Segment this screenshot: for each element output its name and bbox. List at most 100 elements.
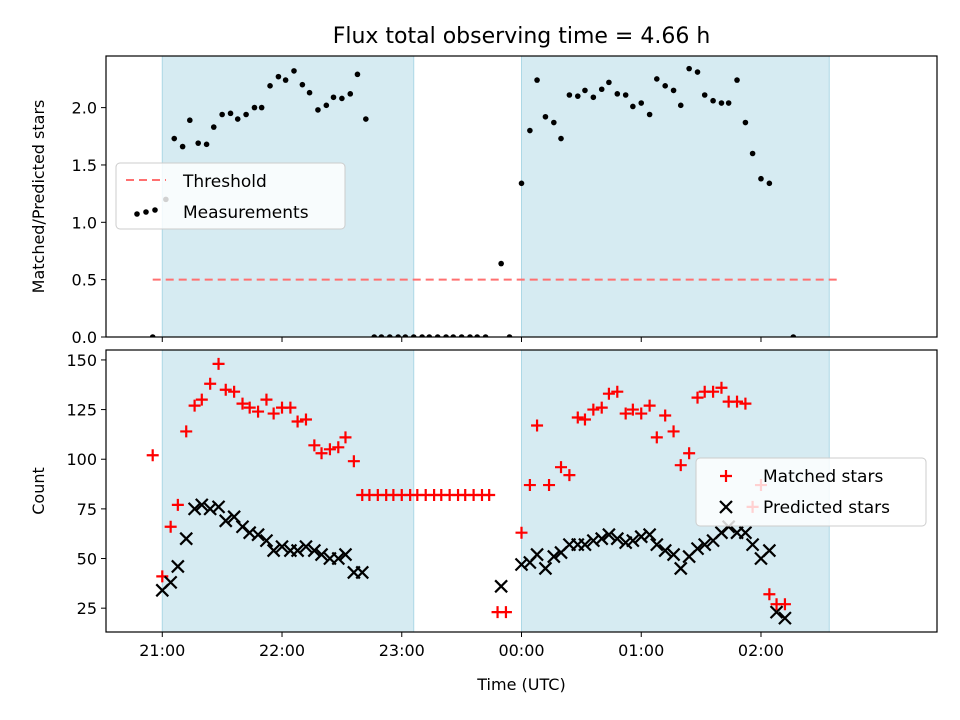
predicted-stars-point xyxy=(547,549,561,564)
predicted-stars-point xyxy=(762,543,777,558)
predicted-stars-point xyxy=(179,531,194,546)
matched-stars-point xyxy=(515,526,528,539)
measurement-point xyxy=(606,79,612,86)
matched-stars-point xyxy=(146,449,159,462)
legend-measurement-swatch xyxy=(143,209,149,215)
measurement-point xyxy=(195,140,202,146)
matched-stars-point xyxy=(555,461,568,474)
legend-measurement-swatch xyxy=(152,207,158,213)
predicted-stars-point xyxy=(242,525,257,540)
measurement-point xyxy=(670,87,677,94)
plot-area xyxy=(146,357,792,625)
predicted-stars-point xyxy=(745,537,760,552)
matched-stars-point xyxy=(483,488,496,501)
y-tick-label: 1.5 xyxy=(72,156,97,175)
measurement-point xyxy=(187,117,193,124)
x-tick-label: 02:00 xyxy=(738,641,784,660)
x-tick-label: 21:00 xyxy=(139,641,185,660)
matched-stars-point xyxy=(571,411,584,424)
measurement-point xyxy=(734,77,740,83)
measurement-point xyxy=(171,135,178,142)
legend-frame xyxy=(115,162,346,230)
observing-window-span xyxy=(521,56,830,337)
predicted-stars-point xyxy=(658,543,672,558)
measurement-point xyxy=(534,77,540,83)
measurement-point xyxy=(149,334,156,337)
measurement-point xyxy=(363,116,369,122)
measurement-point xyxy=(395,334,401,337)
matched-stars-point xyxy=(707,385,720,398)
matched-stars-point xyxy=(188,399,201,412)
measurement-point xyxy=(371,334,378,337)
x-tick-label: 23:00 xyxy=(379,641,425,660)
predicted-stars-point xyxy=(275,539,289,554)
matched-stars-point xyxy=(332,441,345,454)
predicted-stars-point xyxy=(266,543,281,558)
matched-stars-point xyxy=(347,455,360,468)
predicted-stars-point xyxy=(338,547,353,562)
measurement-point xyxy=(179,143,186,150)
x-tick-label: 01:00 xyxy=(618,641,664,660)
matched-stars-point xyxy=(643,399,656,412)
axes-2: 25 50 75 100 125 150 21:00 22:00 23:00 00:00 01:00… xyxy=(29,349,938,694)
matched-stars-point xyxy=(731,395,744,408)
predicted-stars-point xyxy=(494,579,508,594)
measurement-point xyxy=(354,71,361,78)
matched-stars-point xyxy=(739,397,752,410)
predicted-stars-point xyxy=(355,565,370,580)
measurement-point xyxy=(506,334,513,337)
measurement-point xyxy=(251,104,258,111)
measurement-point xyxy=(598,86,605,93)
measurement-point xyxy=(622,92,629,98)
predicted-stars-point xyxy=(594,531,609,546)
predicted-stars-point xyxy=(610,531,625,546)
measurement-point xyxy=(243,111,249,118)
matched-stars-point xyxy=(563,469,576,482)
measurement-point xyxy=(614,91,621,97)
measurement-point xyxy=(718,100,725,106)
measurement-point xyxy=(749,150,756,157)
measurement-point xyxy=(646,111,653,118)
predicted-stars-point xyxy=(171,559,185,574)
measurement-point xyxy=(315,107,321,113)
predicted-stars-point xyxy=(251,527,265,542)
measurement-point xyxy=(725,100,732,106)
measurement-point xyxy=(558,135,564,142)
predicted-stars-point xyxy=(769,605,784,619)
measurement-point xyxy=(694,69,701,75)
measurement-point xyxy=(590,94,597,101)
measurement-point xyxy=(347,91,354,97)
predicted-stars-point xyxy=(642,527,657,542)
observing-window-span xyxy=(162,350,414,632)
matched-stars-point xyxy=(650,431,663,444)
predicted-stars-point xyxy=(690,541,705,556)
y-axis-label: Count xyxy=(29,467,48,515)
matched-stars-point xyxy=(212,357,225,370)
predicted-stars-point xyxy=(666,547,681,562)
y-tick-label: 2.0 xyxy=(72,99,97,118)
matched-stars-point xyxy=(715,381,728,394)
matched-stars-point xyxy=(236,397,249,410)
measurement-point xyxy=(282,77,289,83)
matched-stars-point xyxy=(291,415,304,428)
measurement-point xyxy=(638,100,645,106)
predicted-stars-point xyxy=(586,533,601,548)
measurement-point xyxy=(790,334,797,337)
predicted-stars-point xyxy=(299,539,313,554)
y-tick-label: 0.5 xyxy=(72,271,97,290)
matched-stars-point xyxy=(171,498,184,511)
measurement-point xyxy=(566,92,573,98)
y-axis-label: Matched/Predicted stars xyxy=(29,100,48,294)
measurement-point xyxy=(267,83,273,89)
legend-top: Threshold Measurements xyxy=(115,162,346,230)
measurement-point xyxy=(339,95,345,102)
matched-stars-point xyxy=(611,385,624,398)
predicted-stars-point xyxy=(290,543,305,558)
predicted-stars-point xyxy=(259,533,274,548)
measurement-point xyxy=(378,334,385,337)
series-predicted-stars xyxy=(155,498,792,625)
predicted-stars-point xyxy=(307,543,322,558)
predicted-stars-point xyxy=(218,514,233,528)
predicted-stars-point xyxy=(626,533,640,548)
predicted-stars-point xyxy=(195,498,209,512)
